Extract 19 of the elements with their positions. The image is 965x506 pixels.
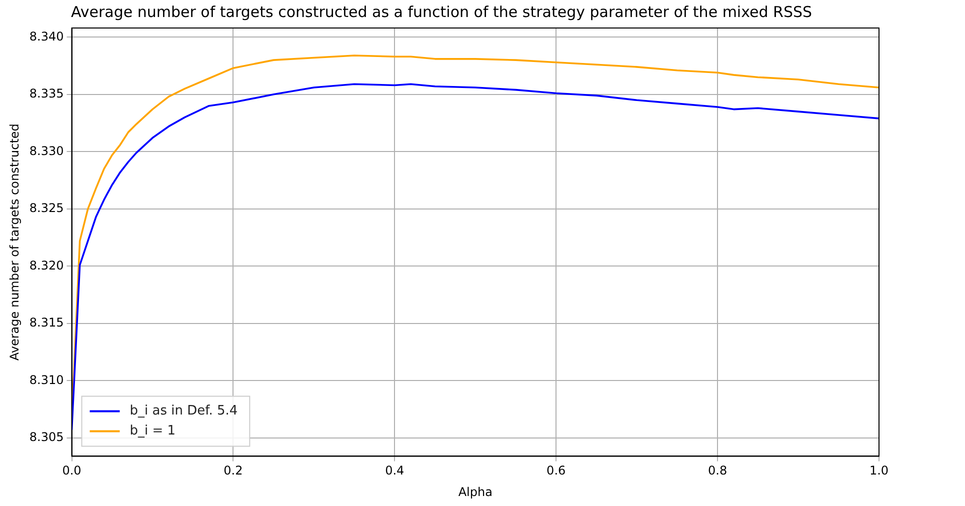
y-tick-label: 8.310 xyxy=(29,372,64,387)
y-tick-label: 8.315 xyxy=(29,316,64,330)
y-tick-label: 8.305 xyxy=(29,430,64,444)
y-tick-label: 8.325 xyxy=(29,201,64,216)
legend-label: b_i = 1 xyxy=(130,424,176,439)
x-tick-label: 1.0 xyxy=(869,464,889,478)
y-axis-title: Average number of targets constructed xyxy=(7,124,22,361)
x-axis-title: Alpha xyxy=(458,484,492,499)
x-tick-label: 0.2 xyxy=(224,464,243,478)
x-tick-label: 0.0 xyxy=(62,464,82,478)
y-tick-label: 8.320 xyxy=(29,258,64,272)
chart-title: Average number of targets constructed as a function of the strategy parameter of the mixed RSSS xyxy=(70,2,812,21)
x-tick-label: 0.6 xyxy=(546,464,566,478)
x-tick-label: 0.8 xyxy=(708,464,728,478)
x-tick-label: 0.4 xyxy=(385,464,404,478)
y-tick-label: 8.330 xyxy=(29,144,64,158)
y-tick-label: 8.340 xyxy=(29,29,64,44)
y-tick-label: 8.335 xyxy=(29,86,64,101)
legend-label: b_i as in Def. 5.4 xyxy=(130,404,238,419)
